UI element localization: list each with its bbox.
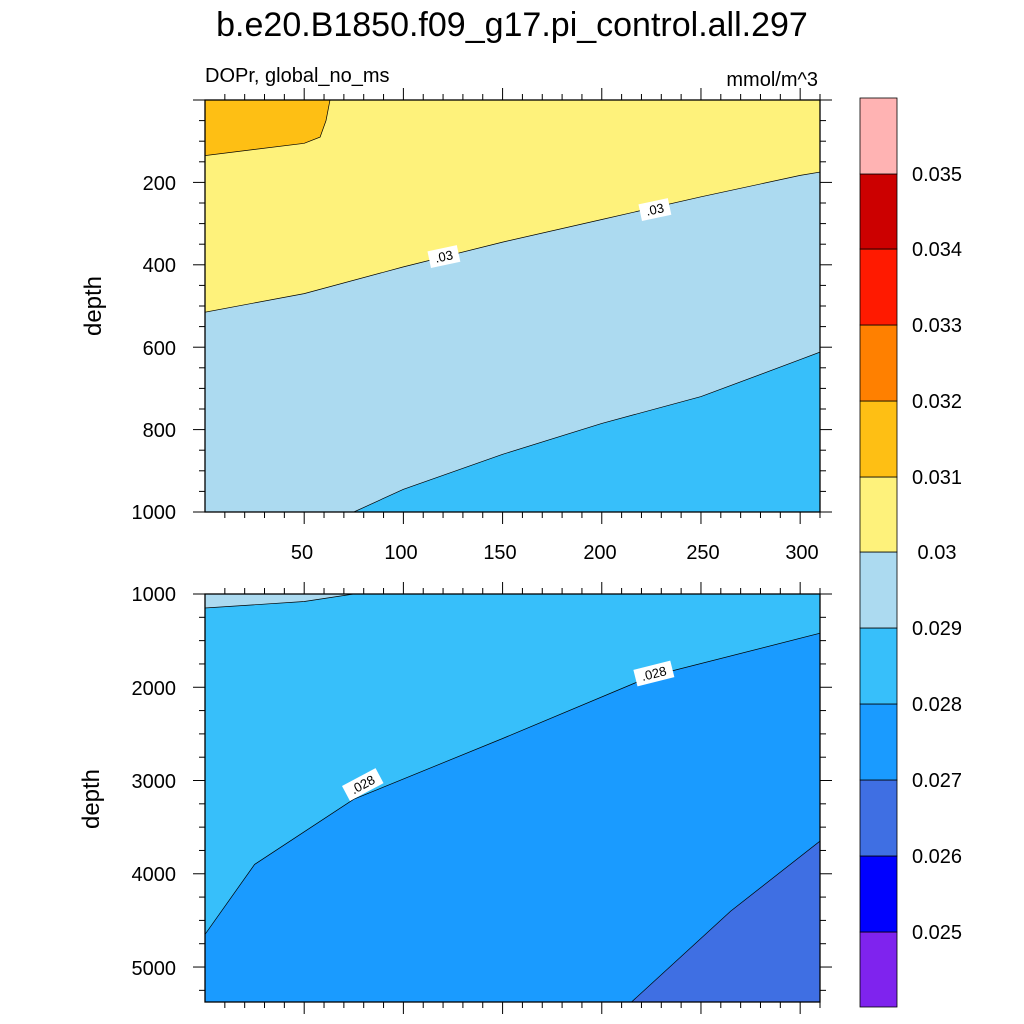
colorbar-swatch-below-0_025 <box>859 931 898 1008</box>
upper-contour-label-1: .03 <box>427 245 461 268</box>
upper-ytick-600: 600 <box>143 338 176 360</box>
upper-x-ticks: 50 100 150 200 250 300 <box>291 542 819 564</box>
units-label: mmol/m^3 <box>726 69 818 91</box>
colorbar-label-0_033: 0.033 <box>912 315 962 337</box>
colorbar-swatch-0_034-0_035 <box>859 173 898 250</box>
lower-ytick-4000: 4000 <box>132 864 177 886</box>
xtick-100: 100 <box>384 542 417 564</box>
colorbar-swatch-0_033-0_034 <box>859 248 898 326</box>
colorbar-label-0_029: 0.029 <box>912 618 962 640</box>
upper-ytick-200: 200 <box>143 173 176 195</box>
colorbar-label-0_032: 0.032 <box>912 391 962 413</box>
contour-label-text: .028 <box>640 663 668 684</box>
tick-marks <box>193 88 832 1014</box>
chart-title: b.e20.B1850.f09_g17.pi_control.all.297 <box>216 6 808 44</box>
colorbar-swatch-0_029-0_03 <box>859 551 898 629</box>
xtick-250: 250 <box>686 542 719 564</box>
colorbar-swatch-0_032-0_033 <box>859 324 898 402</box>
colorbar-label-0_028: 0.028 <box>912 694 962 716</box>
lower-y-ticks: 1000 2000 3000 4000 5000 <box>132 584 177 980</box>
lower-ytick-5000: 5000 <box>132 958 177 980</box>
colorbar-label-0_034: 0.034 <box>912 239 962 261</box>
colorbar-swatch-0_027-0_028 <box>859 703 898 781</box>
xtick-150: 150 <box>483 542 516 564</box>
lower-ytick-1000: 1000 <box>132 584 177 606</box>
contour-label-box <box>633 660 675 687</box>
xtick-200: 200 <box>583 542 616 564</box>
upper-ytick-1000: 1000 <box>132 502 177 524</box>
contour-label-box <box>341 768 384 801</box>
contour-label-box <box>638 198 672 221</box>
upper-ytick-400: 400 <box>143 255 176 277</box>
colorbar-label-0_027: 0.027 <box>912 770 962 792</box>
colorbar-swatch-0_026-0_027 <box>859 779 898 857</box>
lower-contour-label-2: .028 <box>633 660 675 687</box>
lower-panel: .028 .028 1000 2000 3000 4000 5000 depth <box>78 584 821 1003</box>
xtick-50: 50 <box>291 542 313 564</box>
colorbar-label-0_031: 0.031 <box>912 467 962 489</box>
contour-label-box <box>427 245 461 268</box>
colorbar-label-0_035: 0.035 <box>912 164 962 186</box>
variable-label: DOPr, global_no_ms <box>205 65 390 87</box>
upper-y-ticks: 200 400 600 800 1000 <box>132 173 177 524</box>
colorbar-swatch-0_03-0_031 <box>859 476 898 553</box>
upper-panel: .03 .03 200 400 600 800 1000 50 100 150 … <box>80 99 821 564</box>
colorbar-swatch-0_025-0_026 <box>859 855 898 933</box>
colorbar-label-0_03: 0.03 <box>918 542 957 564</box>
upper-contour-label-2: .03 <box>638 198 672 221</box>
colorbar-swatch-0_031-0_032 <box>859 400 898 478</box>
xtick-300: 300 <box>785 542 818 564</box>
lower-ytick-3000: 3000 <box>132 771 177 793</box>
lower-plot-frame <box>204 593 821 1003</box>
upper-y-axis-label: depth <box>80 276 107 336</box>
contour-label-text: .03 <box>433 247 454 265</box>
colorbar: 0.025 0.026 0.027 0.028 0.029 0.03 0.031… <box>859 97 962 1008</box>
colorbar-label-0_026: 0.026 <box>912 846 962 868</box>
contour-label-text: .03 <box>644 200 665 218</box>
upper-ytick-800: 800 <box>143 420 176 442</box>
colorbar-swatch-0_028-0_029 <box>859 627 898 705</box>
colorbar-swatch-above-0_035 <box>859 97 898 175</box>
lower-y-axis-label: depth <box>78 769 105 829</box>
colorbar-label-0_025: 0.025 <box>912 922 962 944</box>
lower-ytick-2000: 2000 <box>132 678 177 700</box>
